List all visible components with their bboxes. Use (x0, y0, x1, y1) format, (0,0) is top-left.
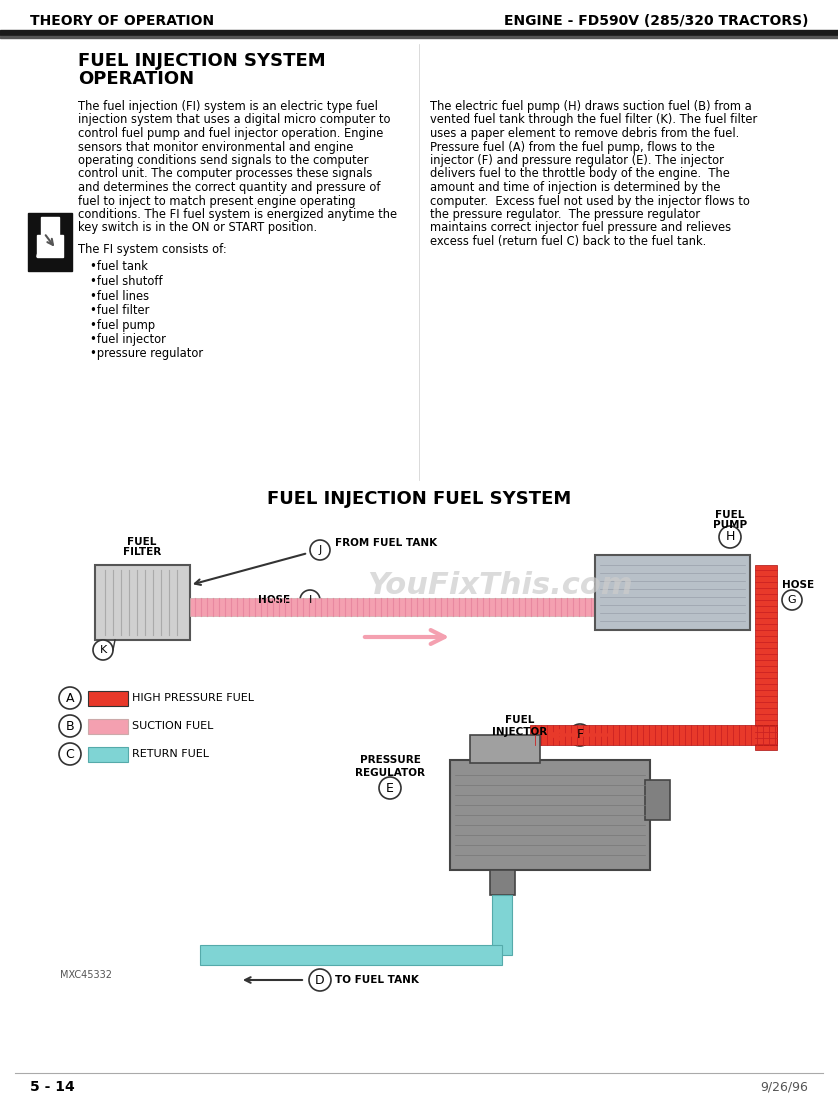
Bar (490, 870, 515, 894)
Bar (88, 747, 128, 762)
Bar (37, 235, 63, 257)
Text: PUMP: PUMP (713, 520, 747, 530)
Bar (645, 780, 670, 820)
Bar (190, 598, 595, 615)
Text: control unit. The computer processes these signals: control unit. The computer processes the… (78, 167, 372, 180)
Bar (0, 30, 838, 35)
Circle shape (379, 777, 401, 799)
Text: I: I (308, 594, 312, 606)
Text: FUEL: FUEL (127, 537, 157, 547)
Bar (200, 945, 502, 965)
Text: TO FUEL TANK: TO FUEL TANK (335, 975, 419, 985)
Text: D: D (315, 973, 325, 986)
Text: •pressure regulator: •pressure regulator (90, 348, 203, 361)
Text: A: A (65, 692, 75, 704)
Text: ENGINE - FD590V (285/320 TRACTORS): ENGINE - FD590V (285/320 TRACTORS) (504, 14, 808, 28)
Text: conditions. The FI fuel system is energized anytime the: conditions. The FI fuel system is energi… (78, 208, 397, 221)
Text: FUEL INJECTION SYSTEM: FUEL INJECTION SYSTEM (78, 52, 326, 70)
Circle shape (59, 687, 81, 708)
Text: K: K (100, 645, 106, 655)
Text: fuel to inject to match present engine operating: fuel to inject to match present engine o… (78, 195, 355, 207)
Text: key switch is in the ON or START position.: key switch is in the ON or START positio… (78, 221, 317, 235)
Text: •fuel tank: •fuel tank (90, 260, 147, 273)
Text: B: B (65, 720, 75, 733)
Text: The FI system consists of:: The FI system consists of: (78, 244, 227, 256)
Bar (470, 735, 540, 763)
Text: operating conditions send signals to the computer: operating conditions send signals to the… (78, 154, 369, 167)
Text: FUEL: FUEL (505, 715, 535, 725)
Bar (88, 720, 128, 734)
Bar (595, 555, 750, 630)
Text: injector (F) and pressure regulator (E). The injector: injector (F) and pressure regulator (E).… (430, 154, 724, 167)
Text: MXC45332: MXC45332 (60, 970, 112, 980)
Circle shape (59, 715, 81, 737)
Text: FUEL: FUEL (716, 510, 745, 520)
Polygon shape (37, 247, 63, 257)
Circle shape (569, 724, 591, 746)
Circle shape (719, 526, 741, 548)
Text: uses a paper element to remove debris from the fuel.: uses a paper element to remove debris fr… (430, 127, 739, 139)
Text: vented fuel tank through the fuel filter (K). The fuel filter: vented fuel tank through the fuel filter… (430, 114, 758, 126)
Text: J: J (318, 545, 322, 555)
Bar (530, 725, 777, 745)
Text: •fuel filter: •fuel filter (90, 304, 149, 317)
Circle shape (310, 540, 330, 560)
Text: injection system that uses a digital micro computer to: injection system that uses a digital mic… (78, 114, 391, 126)
Text: excess fuel (return fuel C) back to the fuel tank.: excess fuel (return fuel C) back to the … (430, 235, 706, 248)
Text: THEORY OF OPERATION: THEORY OF OPERATION (30, 14, 215, 28)
Text: delivers fuel to the throttle body of the engine.  The: delivers fuel to the throttle body of th… (430, 167, 730, 180)
Text: •fuel injector: •fuel injector (90, 333, 166, 346)
Text: C: C (65, 747, 75, 761)
Bar (41, 217, 59, 235)
Circle shape (300, 590, 320, 610)
Text: F: F (577, 728, 583, 742)
Text: and determines the correct quantity and pressure of: and determines the correct quantity and … (78, 182, 380, 194)
Bar (95, 565, 190, 640)
Bar (0, 37, 838, 38)
Text: •fuel pump: •fuel pump (90, 319, 155, 331)
Text: REGULATOR: REGULATOR (355, 768, 425, 778)
Bar (492, 894, 512, 955)
Text: 9/26/96: 9/26/96 (760, 1080, 808, 1093)
Text: HOSE: HOSE (782, 580, 815, 590)
Text: PRESSURE: PRESSURE (360, 755, 421, 765)
Text: maintains correct injector fuel pressure and relieves: maintains correct injector fuel pressure… (430, 221, 731, 235)
Text: INJECTOR: INJECTOR (493, 727, 547, 737)
Text: Pressure fuel (A) from the fuel pump, flows to the: Pressure fuel (A) from the fuel pump, fl… (430, 141, 715, 154)
Circle shape (309, 969, 331, 991)
Circle shape (59, 743, 81, 765)
Circle shape (93, 640, 113, 660)
Text: amount and time of injection is determined by the: amount and time of injection is determin… (430, 182, 721, 194)
Text: •fuel shutoff: •fuel shutoff (90, 275, 163, 288)
Text: the pressure regulator.  The pressure regulator: the pressure regulator. The pressure reg… (430, 208, 700, 221)
Text: E: E (386, 782, 394, 795)
Text: HIGH PRESSURE FUEL: HIGH PRESSURE FUEL (132, 693, 254, 703)
Text: •fuel lines: •fuel lines (90, 290, 149, 302)
Text: 5 - 14: 5 - 14 (30, 1080, 75, 1094)
Bar (28, 213, 72, 271)
Text: FUEL INJECTION FUEL SYSTEM: FUEL INJECTION FUEL SYSTEM (266, 490, 572, 508)
Text: FROM FUEL TANK: FROM FUEL TANK (335, 538, 437, 548)
Circle shape (782, 590, 802, 610)
Text: G: G (788, 594, 796, 606)
Text: H: H (726, 530, 735, 544)
Text: computer.  Excess fuel not used by the injector flows to: computer. Excess fuel not used by the in… (430, 195, 750, 207)
Bar (88, 691, 128, 706)
Bar (450, 761, 650, 870)
Text: HOSE: HOSE (258, 594, 290, 606)
Text: FILTER: FILTER (123, 547, 161, 557)
Text: SUCTION FUEL: SUCTION FUEL (132, 721, 214, 731)
Text: The electric fuel pump (H) draws suction fuel (B) from a: The electric fuel pump (H) draws suction… (430, 100, 752, 113)
Text: OPERATION: OPERATION (78, 70, 194, 87)
Text: The fuel injection (FI) system is an electric type fuel: The fuel injection (FI) system is an ele… (78, 100, 378, 113)
Bar (755, 565, 777, 751)
Text: control fuel pump and fuel injector operation. Engine: control fuel pump and fuel injector oper… (78, 127, 383, 139)
Text: YouFixThis.com: YouFixThis.com (367, 570, 633, 600)
Text: RETURN FUEL: RETURN FUEL (132, 749, 209, 759)
Text: sensors that monitor environmental and engine: sensors that monitor environmental and e… (78, 141, 354, 154)
